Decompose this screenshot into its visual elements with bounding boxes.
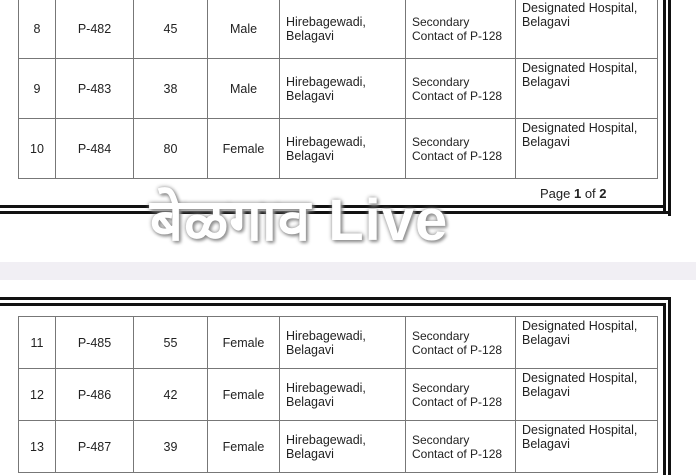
cell-no: 12 [18, 368, 56, 421]
cell-line: Belagavi [286, 342, 334, 357]
cell-facility: Designated Hospital, Belagavi [515, 420, 658, 473]
cell-line: Belagavi [522, 135, 570, 149]
cell-line: Hirebagewadi, [286, 134, 366, 149]
cell-line: Belagavi [522, 75, 570, 89]
table-row: 8 P-482 45 Male Hirebagewadi, Belagavi Seconda… [18, 0, 658, 59]
cell-line: Contact of P-128 [412, 88, 503, 103]
cell-line: Contact of P-128 [412, 446, 503, 461]
cell-line: Belagavi [286, 446, 334, 461]
cell-age: 45 [133, 0, 208, 59]
cell-line: Secondary [412, 14, 470, 29]
cell-line: Hirebagewadi, [286, 328, 366, 343]
cell-line: Designated Hospital, [522, 423, 638, 437]
cell-age: 80 [133, 118, 208, 179]
cell-line: Contact of P-128 [412, 148, 503, 163]
cell-id: P-484 [55, 118, 134, 179]
cell-line: Belagavi [522, 437, 570, 451]
cell-line: Secondary [412, 134, 470, 149]
patient-table-page-1: 8 P-482 45 Male Hirebagewadi, Belagavi Seconda… [18, 0, 658, 179]
table-row: 12 P-486 42 Female Hirebagewadi, Belagavi Seco… [18, 368, 658, 421]
cell-line: Designated Hospital, [522, 61, 638, 75]
cell-line: Hirebagewadi, [286, 432, 366, 447]
cell-line: Secondary [412, 328, 470, 343]
cell-line: Belagavi [522, 385, 570, 399]
cell-sex: Male [207, 0, 280, 59]
cell-age: 55 [133, 316, 208, 369]
cell-age: 42 [133, 368, 208, 421]
cell-place: Hirebagewadi, Belagavi [279, 368, 406, 421]
cell-contact: Secondary Contact of P-128 [405, 118, 516, 179]
cell-line: Belagavi [522, 333, 570, 347]
cell-id: P-483 [55, 58, 134, 119]
cell-contact: Secondary Contact of P-128 [405, 58, 516, 119]
page-gap [0, 262, 696, 280]
cell-id: P-486 [55, 368, 134, 421]
cell-sex: Male [207, 58, 280, 119]
cell-line: Designated Hospital, [522, 371, 638, 385]
cell-age: 39 [133, 420, 208, 473]
cell-no: 9 [18, 58, 56, 119]
cell-line: Secondary [412, 74, 470, 89]
cell-no: 8 [18, 0, 56, 59]
cell-age: 38 [133, 58, 208, 119]
cell-sex: Female [207, 368, 280, 421]
cell-place: Hirebagewadi, Belagavi [279, 420, 406, 473]
cell-line: Contact of P-128 [412, 28, 503, 43]
cell-sex: Female [207, 316, 280, 369]
cell-line: Hirebagewadi, [286, 74, 366, 89]
table-row: 9 P-483 38 Male Hirebagewadi, Belagavi Seconda… [18, 58, 658, 119]
cell-id: P-487 [55, 420, 134, 473]
cell-line: Belagavi [286, 88, 334, 103]
cell-line: Designated Hospital, [522, 121, 638, 135]
cell-contact: Secondary Contact of P-128 [405, 316, 516, 369]
cell-line: Belagavi [522, 15, 570, 29]
cell-contact: Secondary Contact of P-128 [405, 0, 516, 59]
table-row: 11 P-485 55 Female Hirebagewadi, Belagavi Seco… [18, 316, 658, 369]
cell-contact: Secondary Contact of P-128 [405, 420, 516, 473]
cell-line: Secondary [412, 380, 470, 395]
table-row: 13 P-487 39 Female Hirebagewadi, Belagavi Seco… [18, 420, 658, 473]
cell-facility: Designated Hospital, Belagavi [515, 0, 658, 59]
cell-id: P-482 [55, 0, 134, 59]
cell-line: Belagavi [286, 394, 334, 409]
cell-place: Hirebagewadi, Belagavi [279, 58, 406, 119]
cell-sex: Female [207, 118, 280, 179]
watermark-logo: बेळगाव Live [150, 188, 449, 253]
page-number: Page 1 of 2 [540, 186, 607, 201]
cell-line: Designated Hospital, [522, 1, 638, 15]
cell-line: Secondary [412, 432, 470, 447]
cell-facility: Designated Hospital, Belagavi [515, 58, 658, 119]
cell-line: Contact of P-128 [412, 342, 503, 357]
table-row: 10 P-484 80 Female Hirebagewadi, Belagavi Seco… [18, 118, 658, 179]
cell-line: Hirebagewadi, [286, 14, 366, 29]
cell-line: Designated Hospital, [522, 319, 638, 333]
cell-line: Belagavi [286, 28, 334, 43]
cell-facility: Designated Hospital, Belagavi [515, 118, 658, 179]
cell-line: Hirebagewadi, [286, 380, 366, 395]
cell-no: 10 [18, 118, 56, 179]
cell-no: 13 [18, 420, 56, 473]
cell-line: Contact of P-128 [412, 394, 503, 409]
patient-table-page-2: 11 P-485 55 Female Hirebagewadi, Belagavi Seco… [18, 316, 658, 473]
cell-id: P-485 [55, 316, 134, 369]
cell-sex: Female [207, 420, 280, 473]
cell-facility: Designated Hospital, Belagavi [515, 368, 658, 421]
cell-no: 11 [18, 316, 56, 369]
cell-place: Hirebagewadi, Belagavi [279, 316, 406, 369]
cell-facility: Designated Hospital, Belagavi [515, 316, 658, 369]
cell-contact: Secondary Contact of P-128 [405, 368, 516, 421]
cell-place: Hirebagewadi, Belagavi [279, 0, 406, 59]
cell-line: Belagavi [286, 148, 334, 163]
cell-place: Hirebagewadi, Belagavi [279, 118, 406, 179]
